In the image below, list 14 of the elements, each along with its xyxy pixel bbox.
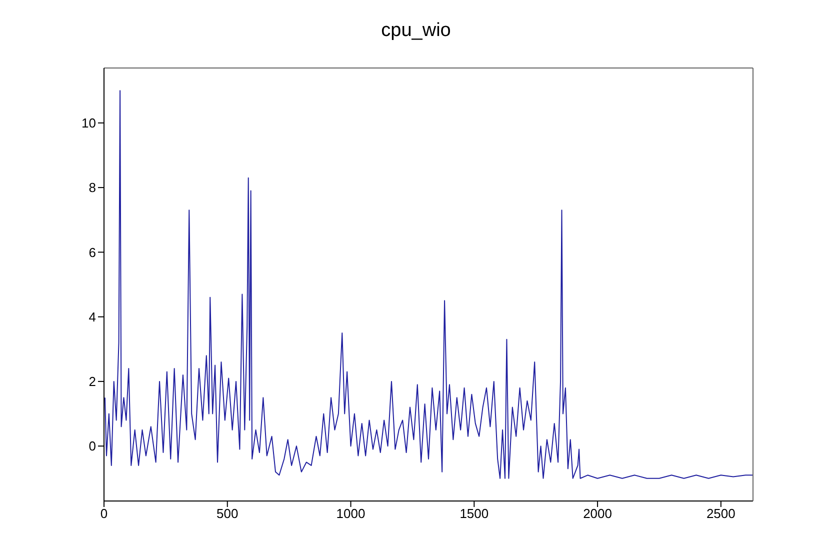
x-tick-label: 0 — [100, 506, 108, 522]
y-tick-label: 8 — [88, 180, 96, 196]
y-tick-label: 0 — [88, 438, 96, 454]
y-tick-label: 2 — [88, 374, 96, 390]
x-tick-label: 1500 — [460, 506, 489, 522]
chart-title: cpu_wio — [380, 20, 452, 42]
x-tick-label: 1000 — [336, 506, 366, 522]
y-tick-label: 4 — [88, 309, 96, 324]
x-tick-label: 500 — [216, 506, 238, 522]
x-tick-label: 2500 — [706, 506, 736, 522]
x-tick-label: 2000 — [583, 506, 612, 522]
line-series — [104, 90, 753, 479]
y-tick-label: 10 — [82, 116, 96, 131]
y-tick-label: 6 — [88, 244, 96, 260]
